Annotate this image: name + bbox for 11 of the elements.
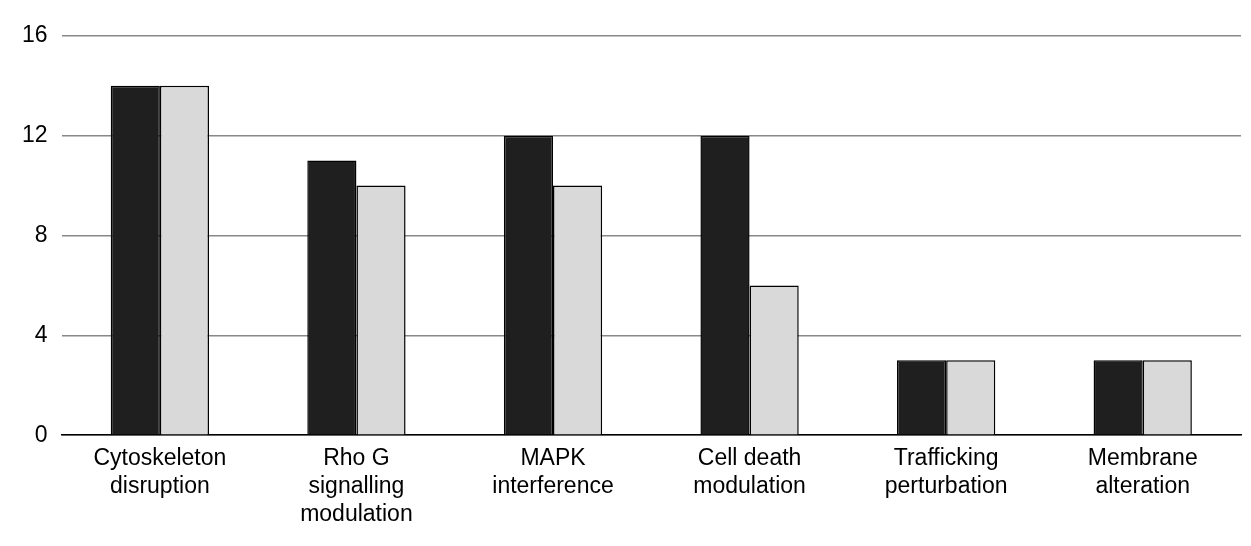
y-tick-label: 12 xyxy=(21,120,48,147)
x-tick-label: Rho G signalling modulation xyxy=(300,444,413,526)
y-tick-label: 0 xyxy=(34,420,48,447)
x-tick-label: MAPK interference xyxy=(492,444,614,498)
x-tick-label: Cell death modulation xyxy=(693,444,806,498)
x-tick-label: Trafficking perturbation xyxy=(884,444,1008,498)
y-tick-label: 4 xyxy=(34,320,48,347)
x-tick-label: Membrane alteration xyxy=(1087,444,1198,498)
x-tick-label: Cytoskeleton disruption xyxy=(93,444,227,498)
y-tick-label: 8 xyxy=(34,220,48,247)
y-tick-label: 16 xyxy=(21,21,48,48)
